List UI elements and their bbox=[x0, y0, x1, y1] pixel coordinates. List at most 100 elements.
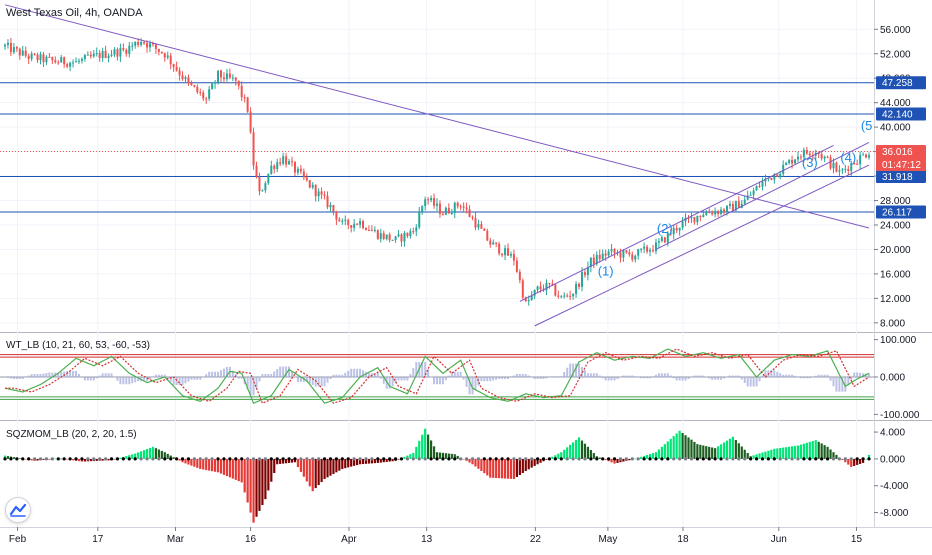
candle-body bbox=[225, 73, 228, 80]
momentum-bar bbox=[509, 458, 513, 479]
squeeze-dot bbox=[672, 457, 676, 461]
trendline[interactable] bbox=[655, 141, 870, 250]
momentum-bar bbox=[101, 458, 104, 461]
momentum-bar bbox=[530, 458, 533, 468]
candle-body bbox=[666, 232, 669, 243]
wt-area-bar bbox=[270, 374, 273, 378]
candle-body bbox=[711, 212, 714, 215]
trendline[interactable] bbox=[519, 145, 834, 302]
candle-body bbox=[113, 49, 116, 55]
squeeze-dot bbox=[269, 457, 273, 461]
candle-body bbox=[862, 154, 865, 156]
candle-body bbox=[841, 169, 844, 171]
wt-area-bar bbox=[865, 373, 868, 378]
wt-area-bar bbox=[36, 374, 39, 378]
wt-area-bar bbox=[264, 374, 267, 378]
candle-body bbox=[767, 177, 770, 179]
wt-area-bar bbox=[175, 377, 178, 385]
squeeze-dot bbox=[476, 457, 481, 461]
squeeze-dot bbox=[530, 457, 534, 461]
wt-area-bar bbox=[27, 375, 30, 378]
squeeze-dot bbox=[322, 457, 327, 461]
candle-body bbox=[578, 283, 581, 287]
wt-area-bar bbox=[652, 376, 654, 378]
candle-body bbox=[474, 217, 477, 228]
squeeze-dot bbox=[115, 457, 120, 461]
level-price-tag[interactable]: 26.117 bbox=[882, 208, 912, 219]
squeeze-dot bbox=[104, 457, 108, 461]
trendline[interactable] bbox=[534, 164, 870, 327]
candle-body bbox=[844, 168, 847, 170]
candle-body bbox=[329, 204, 332, 208]
wt-area-bar bbox=[92, 377, 95, 381]
candle-body bbox=[589, 257, 592, 267]
candle-body bbox=[338, 219, 341, 222]
momentum-bar bbox=[560, 452, 563, 459]
wt-area-bar bbox=[669, 375, 672, 378]
wt-area-bar bbox=[740, 377, 743, 380]
candle-body bbox=[385, 234, 388, 239]
momentum-bar bbox=[563, 449, 566, 459]
squeeze-dot bbox=[50, 457, 54, 461]
current-price-tag[interactable]: 36.016 bbox=[882, 147, 913, 158]
wt-area-bar bbox=[285, 366, 288, 378]
wt-area-bar bbox=[288, 366, 291, 378]
wt-area-bar bbox=[373, 373, 376, 378]
momentum-bar bbox=[551, 456, 554, 459]
candle-body bbox=[172, 64, 175, 68]
candle-body bbox=[184, 77, 187, 80]
momentum-bar bbox=[740, 446, 743, 459]
wt-area-bar bbox=[521, 374, 524, 378]
squeeze-dot bbox=[784, 457, 788, 461]
price-tick-label: 40.000 bbox=[880, 123, 911, 134]
momentum-bar bbox=[699, 444, 702, 459]
candle-body bbox=[146, 43, 149, 48]
candle-body bbox=[865, 154, 868, 158]
wt-area-bar bbox=[504, 377, 507, 379]
wt-area-bar bbox=[190, 377, 193, 380]
trendline[interactable] bbox=[4, 4, 870, 229]
wt-area-bar bbox=[42, 373, 45, 378]
squeeze-dot bbox=[405, 457, 410, 461]
momentum-bar bbox=[293, 458, 297, 463]
squeeze-dot bbox=[595, 457, 599, 461]
level-price-tag[interactable]: 42.140 bbox=[882, 110, 913, 121]
wt-area-bar bbox=[199, 377, 202, 380]
momentum-bar bbox=[572, 442, 575, 459]
squeeze-dot bbox=[731, 457, 735, 461]
tradingview-logo-icon[interactable] bbox=[5, 497, 31, 523]
candles-group bbox=[4, 37, 870, 306]
squeeze-dot bbox=[766, 457, 770, 461]
wt-difference-area bbox=[4, 362, 870, 396]
candle-body bbox=[258, 177, 261, 192]
candle-body bbox=[80, 58, 83, 61]
momentum-bar bbox=[140, 451, 143, 459]
candle-body bbox=[743, 199, 746, 204]
momentum-bar bbox=[246, 458, 249, 503]
level-price-tag[interactable]: 47.258 bbox=[882, 78, 913, 89]
momentum-bar bbox=[444, 453, 447, 459]
momentum-bar bbox=[533, 458, 536, 466]
wt-area-bar bbox=[687, 377, 690, 379]
wt-area-bar bbox=[60, 372, 63, 378]
wt-area-bar bbox=[746, 377, 749, 387]
squeeze-dot bbox=[778, 457, 782, 461]
wt-area-bar bbox=[391, 377, 394, 386]
wt-area-bar bbox=[708, 377, 711, 379]
level-price-tag[interactable]: 31.918 bbox=[882, 172, 913, 183]
wt-area-bar bbox=[441, 377, 444, 385]
wt-area-bar bbox=[723, 377, 726, 379]
wt-area-bar bbox=[856, 372, 859, 378]
wt-area-bar bbox=[48, 372, 51, 378]
price-tick-label: 28.000 bbox=[880, 196, 911, 207]
squeeze-dot bbox=[713, 457, 717, 461]
candle-body bbox=[202, 92, 205, 99]
squeeze-dot bbox=[518, 457, 522, 461]
squeeze-dot bbox=[80, 457, 84, 461]
wt-area-bar bbox=[619, 377, 622, 378]
wt-area-bar bbox=[317, 377, 320, 387]
wt-area-bar bbox=[406, 377, 409, 381]
wt-area-bar bbox=[832, 377, 835, 387]
